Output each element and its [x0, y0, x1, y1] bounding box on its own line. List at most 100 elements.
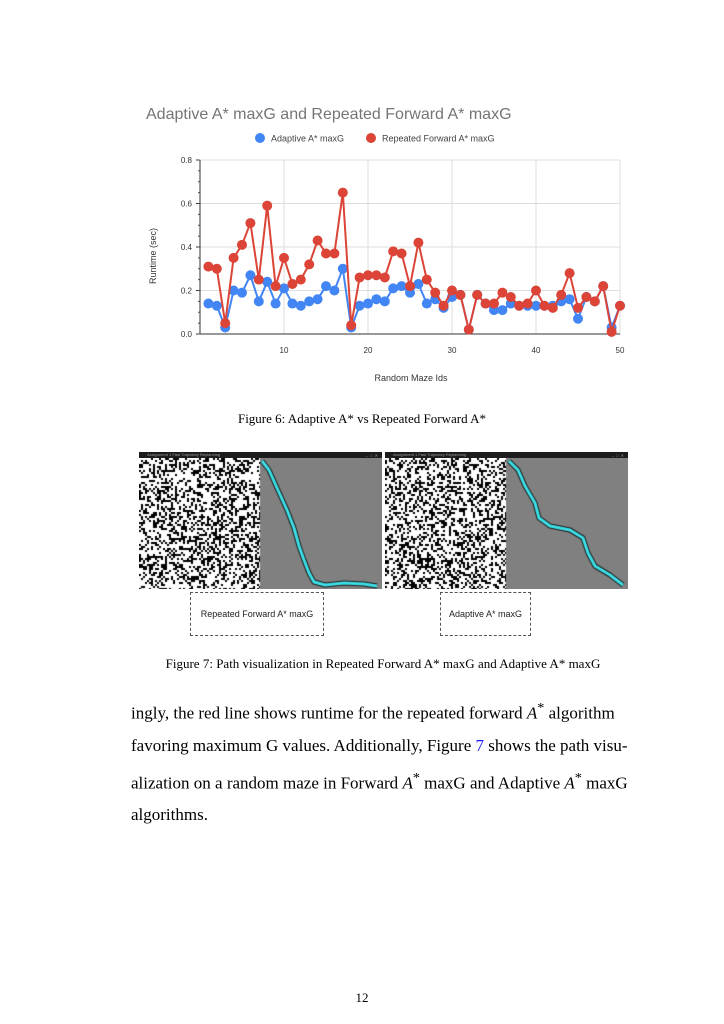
data-point [447, 285, 457, 296]
figure7-caption: Figure 7: Path visualization in Repeated… [165, 656, 601, 671]
data-point [522, 298, 533, 309]
data-point [413, 278, 424, 289]
data-point [396, 248, 407, 259]
paragraph-line-2: favoring maximum G values. Additionally,… [131, 735, 628, 755]
body-paragraph: ingly, the red line shows runtime for th… [131, 692, 641, 831]
window-controls-icon: – □ ✕ [365, 453, 378, 458]
window-title: Assignment 1 Fast Trajectory Replanning [147, 452, 221, 457]
data-point [421, 274, 432, 285]
figure6-caption: Figure 6: Adaptive A* vs Repeated Forwar… [237, 411, 487, 426]
maze-screenshot-repeated-forward: Assignment 1 Fast Trajectory Replanning … [139, 452, 382, 589]
data-point [321, 281, 331, 292]
x-tick-labels: 10 20 30 40 50 [280, 346, 625, 355]
legend-marker-adaptive [255, 133, 265, 143]
y-axis-label: Runtime (sec) [148, 228, 158, 284]
data-point [279, 252, 289, 263]
data-point [606, 326, 617, 337]
data-point [287, 278, 298, 289]
label-adaptive-text: Adaptive A* maxG [448, 609, 523, 619]
chart-title: Adaptive A* maxG and Repeated Forward A*… [146, 106, 512, 123]
data-point [262, 200, 273, 211]
data-point [287, 298, 298, 309]
data-point [228, 252, 239, 263]
x-tick-label: 40 [532, 346, 541, 355]
data-point [405, 281, 415, 292]
data-point [455, 289, 466, 300]
data-point [270, 281, 281, 292]
data-point [304, 296, 315, 307]
data-point [489, 298, 499, 309]
data-point [514, 300, 525, 311]
data-point [354, 300, 365, 311]
data-point [589, 296, 600, 307]
window-titlebar: Assignment 1 Fast Trajectory Replanning … [385, 452, 628, 458]
data-point [211, 263, 222, 274]
data-point [228, 285, 239, 296]
y-tick-label: 0.8 [181, 156, 193, 165]
data-point [379, 296, 390, 307]
data-point [421, 298, 432, 309]
legend-label-adaptive: Adaptive A* maxG [271, 134, 344, 144]
y-tick-label: 0.6 [181, 200, 193, 209]
window-controls-icon: – □ ✕ [611, 453, 624, 458]
paragraph-line-4: algorithms. [131, 805, 208, 825]
maze-canvas-repeated-forward [139, 458, 382, 589]
data-point [598, 281, 609, 292]
figure-7-link[interactable]: 7 [475, 735, 485, 755]
data-point [430, 287, 441, 298]
x-tick-label: 50 [616, 346, 625, 355]
data-point [295, 274, 306, 285]
data-point [329, 248, 340, 259]
label-repeated-forward-text: Repeated Forward A* maxG [200, 609, 314, 619]
series-repeated-forward [203, 187, 625, 337]
data-point [262, 276, 273, 287]
maze-screenshot-adaptive: Assignment 1 Fast Trajectory Replanning … [385, 452, 628, 589]
data-point [531, 300, 541, 311]
data-point [581, 292, 592, 303]
data-point [539, 300, 550, 311]
data-point [253, 274, 264, 285]
window-title: Assignment 1 Fast Trajectory Replanning [393, 452, 467, 457]
data-point [346, 320, 357, 331]
data-point [245, 270, 256, 281]
data-point [388, 246, 399, 257]
window-titlebar: Assignment 1 Fast Trajectory Replanning … [139, 452, 382, 458]
label-adaptive: Adaptive A* maxG [440, 592, 531, 636]
x-tick-label: 10 [280, 346, 289, 355]
x-tick-label: 20 [364, 346, 373, 355]
chart-legend: Adaptive A* maxG Repeated Forward A* max… [255, 133, 495, 144]
chart-axes [196, 159, 620, 335]
data-point [379, 272, 390, 283]
data-point [480, 298, 491, 309]
data-point [413, 237, 424, 248]
data-point [615, 300, 625, 311]
data-point [371, 294, 382, 305]
data-point [556, 289, 567, 300]
data-point [337, 263, 348, 274]
data-point [497, 305, 508, 316]
data-point [438, 300, 449, 311]
data-point [312, 294, 323, 305]
data-point [237, 239, 247, 250]
legend-marker-repeated [366, 133, 376, 143]
data-point [321, 248, 331, 259]
data-point [237, 287, 247, 298]
data-point [270, 298, 281, 309]
data-point [497, 287, 508, 298]
data-point [388, 283, 399, 294]
data-point [505, 292, 516, 303]
paragraph-line-1: ingly, the red line shows runtime for th… [131, 700, 615, 723]
maze-canvas-adaptive [385, 458, 628, 589]
series-layer [203, 187, 625, 337]
data-point [304, 259, 315, 270]
y-tick-labels: 0.0 0.2 0.4 0.6 0.8 [181, 156, 193, 339]
runtime-chart: Adaptive A* maxG and Repeated Forward A*… [146, 106, 625, 383]
data-point [203, 261, 214, 272]
data-point [363, 270, 373, 281]
data-point [312, 235, 323, 246]
data-point [371, 270, 382, 281]
data-point [363, 298, 373, 309]
paragraph-line-3: alization on a random maze in Forward A*… [131, 769, 628, 793]
data-point [573, 302, 583, 313]
data-point [463, 324, 474, 335]
